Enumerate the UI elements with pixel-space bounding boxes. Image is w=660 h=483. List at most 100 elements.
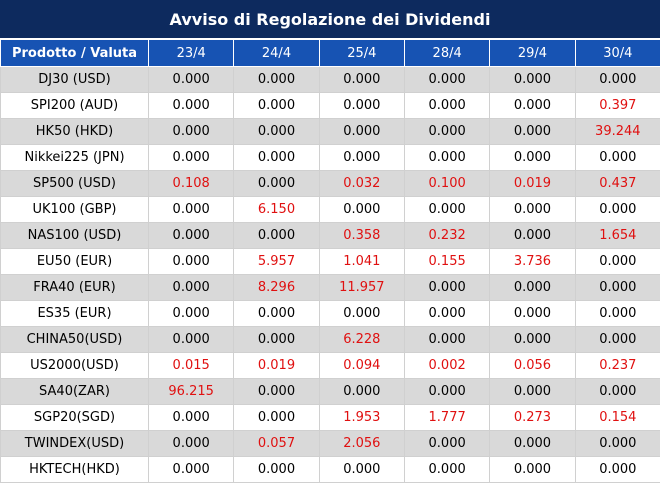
- dividend-value: 0.397: [574, 92, 660, 119]
- product-name: HKTECH(HKD): [0, 456, 149, 483]
- dividend-value: 0.000: [403, 196, 491, 223]
- dividend-value: 0.000: [403, 300, 491, 327]
- dividend-value: 0.000: [574, 430, 660, 457]
- product-name: EU50 (EUR): [0, 248, 149, 275]
- dividend-value: 0.000: [147, 404, 235, 431]
- dividend-value: 0.000: [318, 66, 405, 93]
- dividend-value: 0.019: [489, 170, 576, 197]
- dividend-value: 0.000: [403, 118, 491, 145]
- dividend-value: 0.000: [489, 66, 576, 93]
- dividend-value: 39.244: [574, 118, 660, 145]
- header-row: Prodotto / Valuta 23/4 24/4 25/4 28/4 29…: [0, 39, 660, 67]
- header-date: 28/4: [403, 39, 491, 67]
- table-body: DJ30 (USD) 0.000 0.000 0.000 0.000 0.000 0.000…: [0, 66, 660, 483]
- product-name: NAS100 (USD): [0, 222, 149, 249]
- table-row: ES35 (EUR) 0.000 0.000 0.000 0.000 0.000 0.000: [0, 300, 660, 327]
- table-row: DJ30 (USD) 0.000 0.000 0.000 0.000 0.000 0.000: [0, 66, 660, 93]
- table-row: TWINDEX(USD) 0.000 0.057 2.056 0.000 0.000 0.0…: [0, 430, 660, 457]
- dividend-value: 0.000: [233, 300, 320, 327]
- dividend-value: 0.155: [403, 248, 491, 275]
- header-date: 24/4: [233, 39, 320, 67]
- dividend-value: 0.000: [489, 222, 576, 249]
- product-name: US2000(USD): [0, 352, 149, 379]
- dividend-value: 0.000: [147, 118, 235, 145]
- table-row: SA40(ZAR) 96.215 0.000 0.000 0.000 0.000 0.000: [0, 378, 660, 405]
- dividend-value: 0.000: [147, 92, 235, 119]
- table-row: UK100 (GBP) 0.000 6.150 0.000 0.000 0.000 0.00…: [0, 196, 660, 223]
- header-date: 29/4: [489, 39, 576, 67]
- dividend-value: 0.000: [574, 326, 660, 353]
- dividend-value: 1.777: [403, 404, 491, 431]
- dividend-value: 0.000: [489, 92, 576, 119]
- dividend-value: 6.150: [233, 196, 320, 223]
- dividend-value: 0.000: [574, 456, 660, 483]
- header-date: 25/4: [318, 39, 405, 67]
- dividend-value: 0.000: [147, 274, 235, 301]
- dividend-value: 0.000: [489, 196, 576, 223]
- header-date: 23/4: [147, 39, 235, 67]
- dividend-value: 0.000: [233, 66, 320, 93]
- dividend-value: 11.957: [318, 274, 405, 301]
- dividend-value: 0.232: [403, 222, 491, 249]
- dividend-value: 0.000: [318, 378, 405, 405]
- dividend-value: 0.000: [489, 144, 576, 171]
- dividend-value: 0.000: [147, 430, 235, 457]
- dividend-value: 5.957: [233, 248, 320, 275]
- dividend-value: 0.000: [574, 300, 660, 327]
- dividend-value: 0.000: [403, 326, 491, 353]
- product-name: ES35 (EUR): [0, 300, 149, 327]
- product-name: FRA40 (EUR): [0, 274, 149, 301]
- table-row: NAS100 (USD) 0.000 0.000 0.358 0.232 0.000 1.6…: [0, 222, 660, 249]
- dividend-table: Prodotto / Valuta 23/4 24/4 25/4 28/4 29…: [0, 39, 660, 483]
- page-title: Avviso di Regolazione dei Dividendi: [0, 0, 660, 39]
- dividend-value: 0.000: [147, 300, 235, 327]
- dividend-value: 0.000: [233, 326, 320, 353]
- product-name: SPI200 (AUD): [0, 92, 149, 119]
- dividend-value: 0.000: [147, 456, 235, 483]
- table-row: US2000(USD) 0.015 0.019 0.094 0.002 0.056 0.23…: [0, 352, 660, 379]
- dividend-value: 0.000: [403, 274, 491, 301]
- dividend-value: 0.000: [318, 118, 405, 145]
- dividend-value: 0.000: [574, 248, 660, 275]
- table-row: HK50 (HKD) 0.000 0.000 0.000 0.000 0.000 39.24…: [0, 118, 660, 145]
- header-product: Prodotto / Valuta: [0, 39, 149, 67]
- dividend-value: 0.000: [574, 378, 660, 405]
- dividend-value: 0.000: [233, 144, 320, 171]
- dividend-value: 0.000: [147, 248, 235, 275]
- dividend-value: 0.000: [489, 430, 576, 457]
- dividend-value: 0.000: [489, 378, 576, 405]
- table-row: Nikkei225 (JPN) 0.000 0.000 0.000 0.000 0.000…: [0, 144, 660, 171]
- product-name: SGP20(SGD): [0, 404, 149, 431]
- dividend-value: 0.000: [233, 404, 320, 431]
- dividend-value: 0.000: [147, 196, 235, 223]
- product-name: SP500 (USD): [0, 170, 149, 197]
- dividend-value: 0.000: [147, 222, 235, 249]
- dividend-value: 0.237: [574, 352, 660, 379]
- dividend-value: 2.056: [318, 430, 405, 457]
- dividend-value: 0.000: [403, 66, 491, 93]
- header-date: 30/4: [574, 39, 660, 67]
- dividend-value: 0.000: [574, 144, 660, 171]
- dividend-value: 0.108: [147, 170, 235, 197]
- dividend-value: 3.736: [489, 248, 576, 275]
- table-row: HKTECH(HKD) 0.000 0.000 0.000 0.000 0.000 0.00…: [0, 456, 660, 483]
- dividend-value: 1.953: [318, 404, 405, 431]
- product-name: DJ30 (USD): [0, 66, 149, 93]
- product-name: Nikkei225 (JPN): [0, 144, 149, 171]
- table-row: SGP20(SGD) 0.000 0.000 1.953 1.777 0.273 0.154: [0, 404, 660, 431]
- dividend-value: 0.000: [147, 66, 235, 93]
- dividend-value: 0.000: [403, 144, 491, 171]
- dividend-value: 0.000: [318, 196, 405, 223]
- dividend-value: 0.000: [403, 92, 491, 119]
- dividend-value: 8.296: [233, 274, 320, 301]
- dividend-value: 0.000: [403, 456, 491, 483]
- dividend-value: 0.000: [233, 456, 320, 483]
- dividend-value: 0.057: [233, 430, 320, 457]
- dividend-value: 1.654: [574, 222, 660, 249]
- dividend-value: 0.032: [318, 170, 405, 197]
- dividend-value: 0.019: [233, 352, 320, 379]
- dividend-value: 0.056: [489, 352, 576, 379]
- dividend-value: 0.000: [318, 300, 405, 327]
- table-row: CHINA50(USD) 0.000 0.000 6.228 0.000 0.000 0.0…: [0, 326, 660, 353]
